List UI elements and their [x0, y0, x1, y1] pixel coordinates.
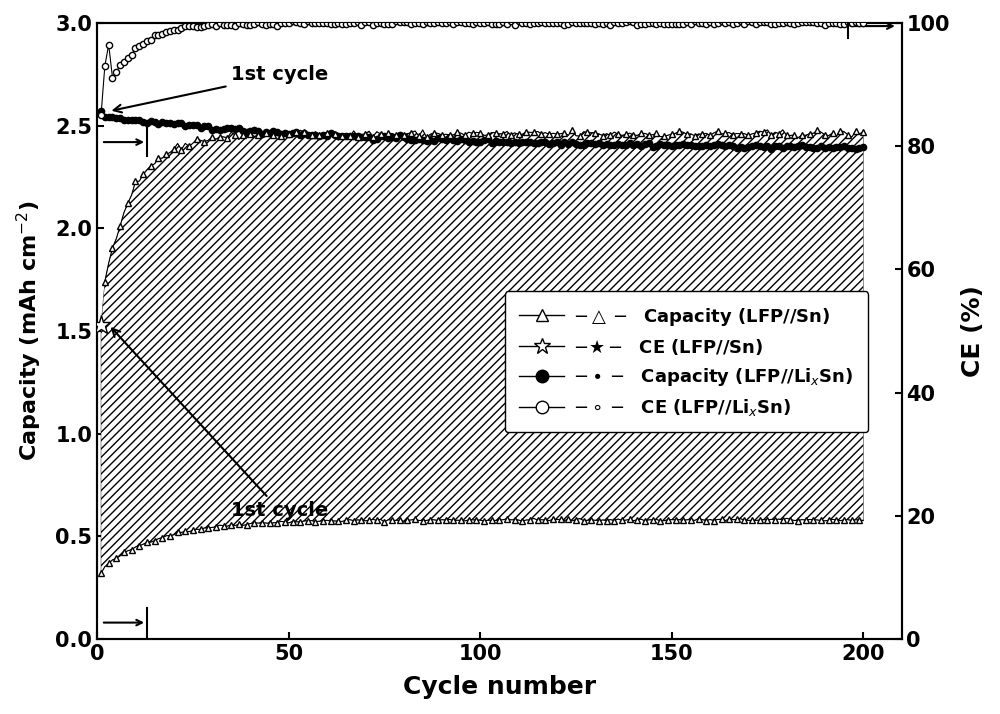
Y-axis label: Capacity (mAh cm$^{-2}$): Capacity (mAh cm$^{-2}$) [15, 201, 44, 461]
Text: 1st cycle: 1st cycle [112, 328, 328, 520]
Text: 1st cycle: 1st cycle [114, 66, 328, 112]
Y-axis label: CE (%): CE (%) [961, 285, 985, 377]
Legend: $-\triangle-$  Capacity (LFP//Sn), $-\bigstar-$  CE (LFP//Sn), $-\bullet-$  Capa: $-\triangle-$ Capacity (LFP//Sn), $-\big… [505, 291, 868, 432]
X-axis label: Cycle number: Cycle number [403, 675, 596, 699]
